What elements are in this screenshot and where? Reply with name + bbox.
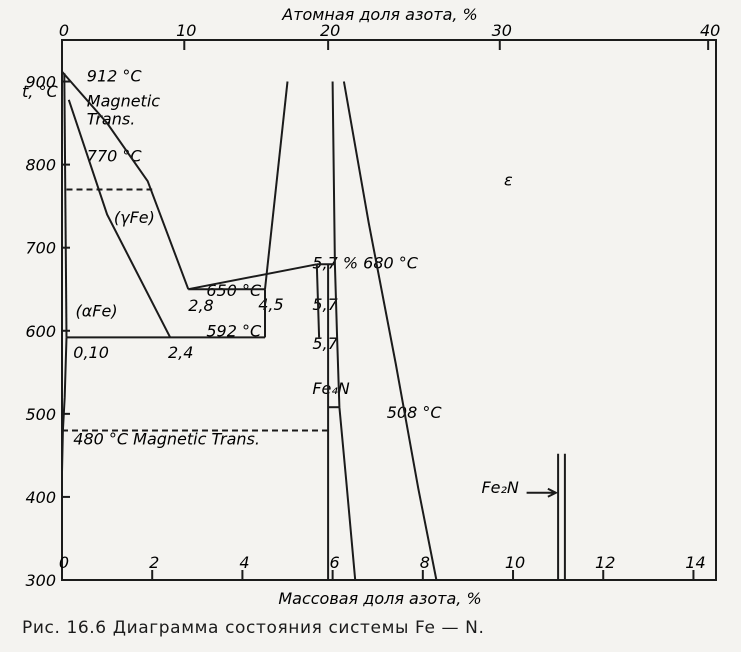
gamma-lower-boundary — [67, 99, 172, 338]
phase-label: 508 °C — [387, 403, 443, 422]
phase-label: 2,4 — [168, 343, 193, 362]
y-tick-label: 900 — [25, 73, 56, 92]
phase-label: 5,7 % 680 °C — [312, 253, 418, 272]
phase-label: Trans. — [87, 110, 135, 129]
phase-label: Magnetic — [87, 91, 160, 110]
fe2n-arrow — [526, 487, 559, 498]
y-tick-label: 600 — [25, 322, 56, 341]
gamma-upper-boundary — [61, 70, 190, 290]
top-tick-label: 40 — [700, 21, 720, 40]
figure-caption: Рис. 16.6 Диаграмма состояния системы Fe… — [22, 618, 485, 638]
x-tick-label: 2 — [149, 553, 159, 572]
top-tick-label: 0 — [59, 21, 69, 40]
phase-label: 650 °C — [206, 281, 262, 300]
phase-label: (αFe) — [76, 302, 118, 321]
x-axis-title: Массовая доля азота, % — [278, 589, 481, 608]
phase-label: 912 °C — [87, 67, 143, 86]
y-tick-label: 700 — [25, 239, 56, 258]
y-tick-label: 300 — [25, 571, 56, 590]
alpha-gamma-boundary — [63, 73, 68, 338]
y-tick-label: 800 — [25, 156, 56, 175]
alpha-solvus — [61, 337, 68, 473]
phase-label: 480 °C Magnetic Trans. — [73, 430, 260, 449]
phase-label: 5,7 — [312, 295, 338, 314]
fe-n-phase-diagram: 0 2 4 6 8 10 12 14 0 10 20 30 40 300 400 500 600 700 800 90… — [18, 0, 736, 608]
phase-label: ε — [504, 170, 513, 189]
x-tick-label: 0 — [59, 553, 69, 572]
figure-background — [18, 0, 736, 608]
top-tick-label: 30 — [492, 21, 512, 40]
y-tick-label: 400 — [25, 488, 56, 507]
epsilon-right-boundary — [342, 81, 438, 581]
phase-label: (γFe) — [114, 208, 155, 227]
x-tick-label: 14 — [685, 553, 705, 572]
gamma-fe4n-boundary — [188, 263, 317, 291]
phase-label: 592 °C — [206, 322, 262, 341]
phase-label: Fe₂N — [481, 478, 518, 497]
x-tick-label: 12 — [595, 553, 615, 572]
x-tick-label: 6 — [330, 553, 340, 572]
phase-label: 770 °C — [87, 146, 143, 165]
phase-label: 4,5 — [258, 295, 283, 314]
top-tick-label: 10 — [176, 21, 196, 40]
top-tick-label: 20 — [320, 21, 340, 40]
top-axis-title: Атомная доля азота, % — [281, 5, 478, 24]
epsilon-upper-boundary — [264, 81, 289, 290]
y-tick-label: 500 — [25, 405, 56, 424]
phase-label: 5,7 — [312, 334, 338, 353]
y-axis-title: t, °C — [22, 82, 58, 101]
x-tick-label: 10 — [505, 553, 525, 572]
plot-frame — [61, 39, 717, 581]
phase-label: 0,10 — [73, 343, 109, 362]
phase-label: Fe₄N — [312, 379, 349, 398]
phase-label: 2,8 — [188, 296, 213, 315]
x-tick-label: 8 — [420, 553, 430, 572]
x-tick-label: 4 — [239, 553, 249, 572]
fe4n-epsilon-solvus — [331, 81, 357, 581]
fe4n-left-boundary — [315, 264, 321, 338]
